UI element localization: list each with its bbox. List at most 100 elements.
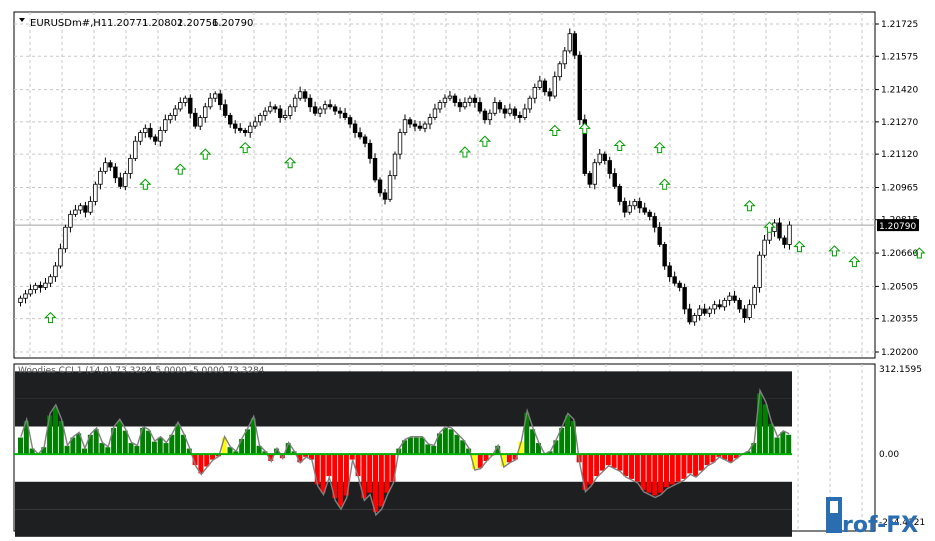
candle-bear — [667, 265, 672, 278]
candle-bull — [63, 226, 68, 250]
candle-bull — [247, 125, 253, 134]
candle-bull — [552, 76, 558, 97]
candle-bull — [53, 265, 58, 278]
cci-bar — [437, 433, 443, 455]
cci-bar — [274, 448, 280, 455]
cci-bar — [128, 443, 134, 455]
candle-bull — [252, 121, 258, 127]
candle-bear — [672, 276, 677, 284]
cci-bar — [460, 440, 466, 455]
up-arrow-icon — [828, 245, 841, 257]
candle-bear — [577, 54, 582, 121]
candle-bear — [372, 158, 378, 181]
ohlc-low: 1.20756 — [177, 18, 218, 29]
symbol-label: EURUSDm#,H1 — [30, 18, 107, 29]
candle-bear — [357, 132, 363, 138]
candle-bear — [312, 106, 318, 114]
up-arrow-icon — [283, 157, 297, 169]
up-arrow-icon — [139, 178, 152, 190]
up-arrow-icon — [578, 122, 591, 134]
cci-bar — [262, 451, 268, 455]
candle-bear — [542, 80, 548, 93]
cci-bar — [565, 415, 571, 455]
candle-bull — [422, 123, 428, 129]
cci-bar — [47, 415, 53, 455]
candle-bull — [562, 50, 567, 65]
cci-bar — [204, 454, 210, 467]
up-arrow-icon — [763, 221, 776, 233]
up-arrow-icon — [658, 178, 671, 190]
candle-bull — [133, 140, 138, 159]
candle-bear — [637, 201, 642, 209]
candle-bull — [567, 33, 572, 52]
cci-bar — [332, 454, 338, 499]
cci-bar — [425, 444, 431, 455]
candle-bear — [108, 162, 113, 168]
candle-bear — [677, 282, 682, 288]
candle-bear — [83, 205, 88, 213]
chart-menu-triangle-icon[interactable] — [19, 18, 25, 22]
cci-bar — [52, 407, 58, 455]
cci-bar — [256, 445, 262, 455]
candle-bear — [582, 119, 587, 174]
candle-bear — [682, 287, 687, 310]
cci-bar — [111, 427, 117, 455]
candle-bull — [58, 248, 63, 267]
candle-bear — [407, 119, 413, 125]
candle-bear — [472, 97, 478, 103]
cci-bar — [384, 454, 390, 493]
candle-bull — [282, 115, 288, 118]
up-arrow-icon — [913, 247, 926, 259]
candle-bull — [467, 97, 473, 103]
up-arrow-icon — [199, 148, 212, 160]
candle-bear — [687, 308, 692, 323]
cci-bar — [704, 454, 710, 466]
cci-bar — [227, 447, 233, 455]
cci-bar — [99, 443, 105, 455]
cci-bar — [320, 454, 326, 493]
price-tick-label: 1.21725 — [881, 20, 918, 30]
ohlc-high: 1.20802 — [142, 18, 183, 29]
cci-bar — [530, 429, 536, 455]
indicator-tick-label: 312.1595 — [879, 365, 922, 375]
cci-bar — [605, 454, 611, 466]
candle-bear — [622, 201, 627, 213]
indicator-band — [15, 509, 792, 537]
candle-bull — [692, 315, 697, 323]
candle-bear — [617, 185, 622, 202]
cci-bar — [390, 454, 396, 482]
candle-bull — [592, 162, 597, 185]
cci-bar — [192, 454, 198, 466]
cci-bar — [407, 437, 413, 455]
cci-bar — [722, 454, 728, 460]
candle-bull — [397, 132, 403, 155]
candle-bull — [208, 97, 213, 108]
cci-bar — [431, 445, 437, 455]
candle-bull — [727, 295, 732, 301]
candle-bear — [218, 93, 223, 106]
candle-bull — [213, 93, 218, 99]
candle-bull — [522, 108, 528, 118]
candle-bull — [762, 239, 767, 256]
cci-bar — [210, 454, 216, 460]
cci-bar — [157, 437, 163, 455]
up-arrow-icon — [848, 255, 861, 268]
candle-bear — [737, 299, 742, 310]
cci-bar — [681, 454, 687, 479]
price-tick-label: 1.20505 — [881, 282, 918, 292]
indicator-tick-label: 0.00 — [879, 450, 899, 460]
cci-bar — [506, 454, 512, 463]
candle-bull — [297, 91, 303, 99]
cci-bar — [471, 454, 477, 470]
cci-bar — [599, 454, 605, 471]
up-arrow-icon — [238, 141, 252, 154]
cci-bar — [786, 434, 792, 455]
candle-bear — [188, 97, 193, 114]
cci-bar — [483, 454, 489, 461]
candle-bull — [507, 108, 513, 114]
candle-bear — [277, 108, 283, 118]
candle-bull — [487, 112, 493, 121]
candle-bull — [158, 130, 163, 142]
cci-bar — [629, 454, 635, 479]
cci-bar — [163, 443, 169, 455]
